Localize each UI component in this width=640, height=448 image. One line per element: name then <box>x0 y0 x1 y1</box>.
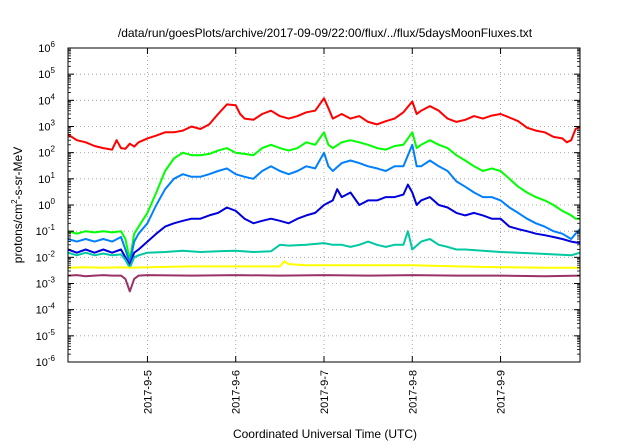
y-tick-label: 100 <box>38 197 55 212</box>
series-line-5 <box>67 230 581 269</box>
series-line-2 <box>67 131 580 261</box>
x-tick-label: 2017-9-9 <box>496 370 508 414</box>
series-line-6 <box>67 260 580 269</box>
x-tick-label: 2017-9-5 <box>142 370 154 414</box>
y-tick-label: 10-2 <box>36 249 56 264</box>
x-tick-label: 2017-9-7 <box>319 370 331 414</box>
y-axis-label-prefix: protons/cm <box>11 204 25 263</box>
x-tick-label: 2017-9-8 <box>407 370 419 414</box>
y-tick-label: 10-1 <box>36 223 56 238</box>
series-line-1 <box>67 97 581 151</box>
series-line-4 <box>67 183 581 267</box>
y-tick-label: 10-3 <box>36 276 56 291</box>
y-tick-label: 10-5 <box>36 328 56 343</box>
y-tick-labels: 10-6 10-5 10-4 10-3 10-2 10-1 100 101 102 103 104 1… <box>36 40 56 369</box>
axis-ticks <box>68 47 580 363</box>
y-axis-label: protons/cm2-s-sr-MeV <box>10 147 25 263</box>
y-tick-label: 10-6 <box>36 354 56 369</box>
y-tick-label: 104 <box>38 92 55 107</box>
y-tick-label: 102 <box>38 145 55 160</box>
x-axis-label: Coordinated Universal Time (UTC) <box>233 427 417 441</box>
x-tick-labels: 2017-9-5 2017-9-6 2017-9-7 2017-9-8 2017-9-9 <box>142 370 507 414</box>
series-line-3 <box>67 143 581 265</box>
y-tick-label: 103 <box>38 119 55 134</box>
series-layer <box>67 97 581 293</box>
series-line-7 <box>67 274 581 293</box>
y-tick-label: 105 <box>38 66 55 81</box>
chart-title: /data/run/goesPlots/archive/2017-09-09/2… <box>118 26 533 40</box>
y-tick-label: 101 <box>38 171 55 186</box>
y-tick-label: 106 <box>38 40 55 55</box>
y-tick-label: 10-4 <box>36 302 56 317</box>
y-axis-label-superscript: 2 <box>10 199 19 204</box>
x-tick-label: 2017-9-6 <box>231 370 243 414</box>
y-axis-label-suffix: -s-sr-MeV <box>11 147 25 200</box>
